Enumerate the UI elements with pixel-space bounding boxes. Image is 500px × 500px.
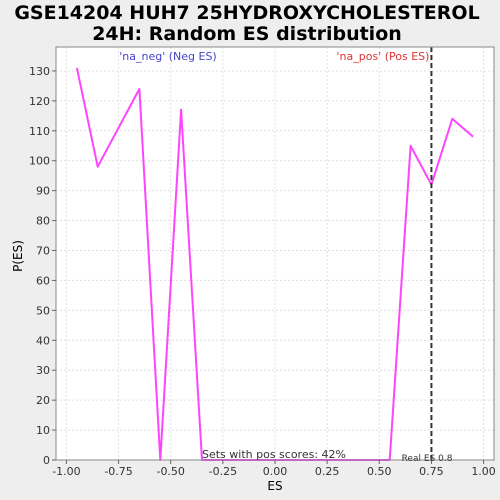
y-tick-label: 120 <box>29 95 50 108</box>
y-tick-label: 110 <box>29 125 50 138</box>
y-tick-label: 90 <box>36 185 50 198</box>
x-tick-label: 0.75 <box>419 465 444 478</box>
y-tick-label: 70 <box>36 245 50 258</box>
y-tick-label: 60 <box>36 274 50 287</box>
x-tick-label: 0.25 <box>315 465 340 478</box>
y-tick-label: 50 <box>36 304 50 317</box>
chart-title-line1: GSE14204 HUH7 25HYDROXYCHOLESTEROL <box>14 2 479 24</box>
x-tick-label: 1.00 <box>471 465 496 478</box>
chart-title-line2: 24H: Random ES distribution <box>92 23 402 45</box>
real-es-label: Real ES 0.8 <box>402 454 453 464</box>
y-tick-label: 0 <box>43 454 50 467</box>
y-tick-label: 130 <box>29 65 50 78</box>
x-tick-label: -0.50 <box>156 465 184 478</box>
x-tick-label: -0.25 <box>209 465 237 478</box>
y-tick-label: 30 <box>36 364 50 377</box>
y-tick-label: 100 <box>29 155 50 168</box>
neg-es-label: 'na_neg' (Neg ES) <box>119 50 216 63</box>
y-tick-label: 80 <box>36 215 50 228</box>
x-tick-label: 0.50 <box>367 465 392 478</box>
x-axis-label: ES <box>267 479 282 493</box>
x-tick-label: 0.00 <box>263 465 288 478</box>
pos-es-label: 'na_pos' (Pos ES) <box>337 50 430 63</box>
x-tick-label: -1.00 <box>52 465 80 478</box>
y-tick-label: 40 <box>36 334 50 347</box>
y-axis-label: P(ES) <box>11 240 25 272</box>
y-tick-label: 10 <box>36 424 50 437</box>
pos-scores-label: Sets with pos scores: 42% <box>202 448 346 461</box>
x-axis: -1.00 -0.75 -0.50 -0.25 0.00 0.25 0.50 0.75 1.00 <box>52 460 496 478</box>
y-axis: 0 10 20 30 40 50 60 70 80 90 100 110 120 130 <box>29 65 56 467</box>
x-tick-label: -0.75 <box>104 465 132 478</box>
y-tick-label: 20 <box>36 394 50 407</box>
